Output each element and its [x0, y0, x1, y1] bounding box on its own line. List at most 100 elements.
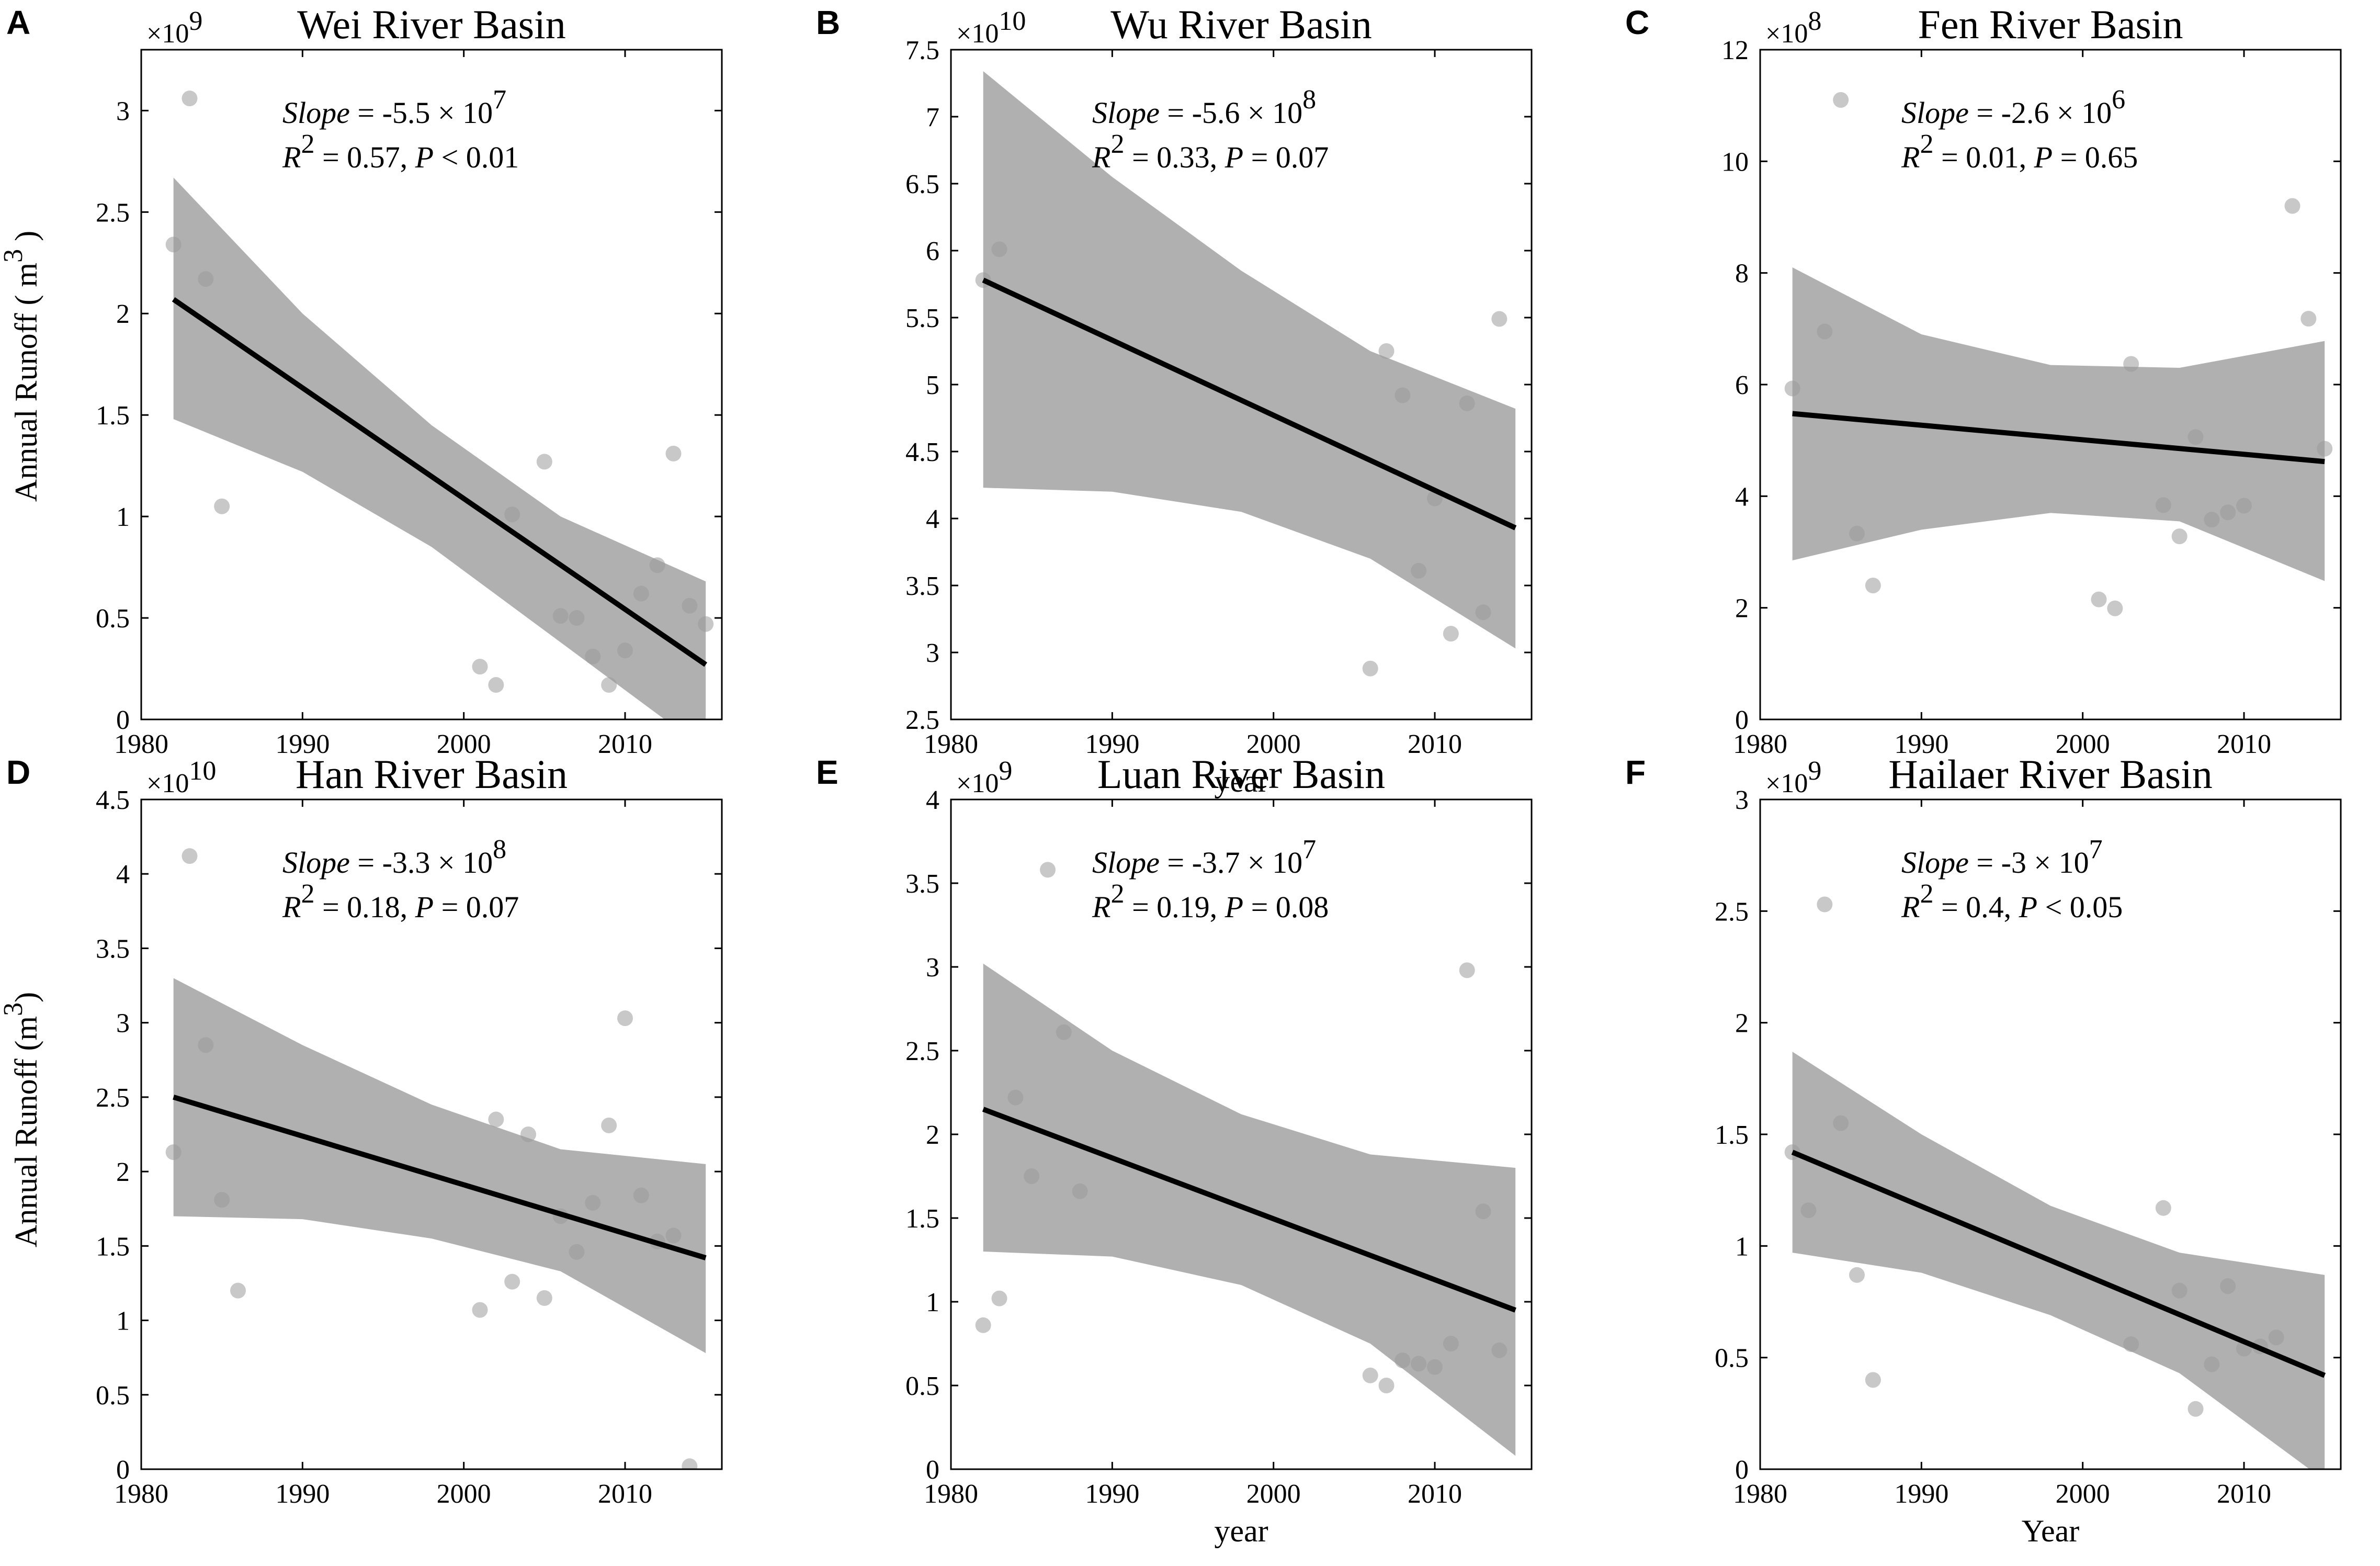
x-tick-label: 2010: [1408, 1479, 1462, 1509]
data-point: [230, 1282, 246, 1299]
data-point: [2317, 441, 2333, 457]
data-point: [585, 1195, 601, 1211]
y-tick-label: 6: [926, 236, 939, 266]
y-tick-label: 0: [1735, 705, 1749, 735]
data-point: [665, 1227, 682, 1244]
y-tick-label: 1: [926, 1288, 939, 1317]
data-point: [182, 91, 198, 107]
confidence-band: [1792, 1052, 2325, 1469]
data-point: [1443, 626, 1459, 642]
data-point: [488, 677, 504, 693]
y-tick-label: 0: [116, 1455, 130, 1485]
x-tick-label: 1990: [275, 729, 330, 759]
data-point: [698, 616, 714, 632]
x-tick-label: 2010: [2217, 729, 2271, 759]
regression-line: [1792, 411, 2325, 465]
panel-letter: C: [1625, 4, 1649, 41]
data-point: [472, 659, 488, 675]
data-point: [1475, 1203, 1491, 1220]
y-tick-label: 1: [116, 502, 130, 532]
data-point: [585, 648, 601, 664]
data-point: [569, 1244, 585, 1260]
panel-c-plot-area: [1784, 92, 2333, 616]
chart-title: Fen River Basin: [1918, 2, 2183, 47]
data-point: [617, 643, 633, 659]
data-point: [2204, 512, 2220, 528]
data-point: [991, 241, 1007, 257]
data-point: [2171, 1282, 2188, 1299]
y-tick-label: 1.5: [905, 1204, 939, 1234]
data-point: [165, 236, 182, 253]
y-tick-label: 2.5: [96, 1083, 130, 1113]
y-tick-label: 2.5: [96, 198, 130, 228]
data-point: [1427, 1359, 1443, 1375]
x-tick-label: 2000: [2056, 1479, 2110, 1509]
y-tick-label: 2: [116, 1157, 130, 1187]
x-tick-label: 2000: [1246, 1479, 1301, 1509]
data-point: [1784, 380, 1800, 397]
slope-annotation: Slope = -3.3 × 108: [282, 835, 506, 880]
data-point: [1024, 1168, 1040, 1184]
y-tick-label: 0.5: [905, 1371, 939, 1401]
slope-annotation: Slope = -3.7 × 107: [1092, 835, 1316, 880]
confidence-band: [173, 177, 706, 719]
x-tick-label: 1990: [1085, 729, 1139, 759]
y-tick-label: 3: [926, 953, 939, 983]
data-point: [991, 1290, 1007, 1306]
y-tick-label: 0: [926, 1455, 939, 1485]
x-tick-label: 1980: [114, 1479, 168, 1509]
r2-annotation: R2 = 0.18, P = 0.07: [282, 879, 519, 924]
panel-f-plot-area: [1784, 896, 2326, 1469]
panel-a: 0 0.5 1 1.5 2 2.5 3 1980 1990 2000 2010 ×109 Wei Riv…: [6, 2, 723, 759]
r2-annotation: R2 = 0.01, P = 0.65: [1901, 129, 2138, 174]
data-point: [1491, 1342, 1508, 1358]
slope-annotation: Slope = -3 × 107: [1901, 835, 2103, 880]
panel-b-plot-area: [975, 71, 1517, 677]
y-tick-label: 3: [1735, 785, 1749, 815]
panel-letter: D: [6, 753, 30, 791]
y-axis-label-bottom: Annual Runoff (m3): [0, 992, 43, 1247]
y-tick-label: 3: [116, 1009, 130, 1039]
r2-annotation: R2 = 0.57, P < 0.01: [282, 129, 519, 174]
data-point: [1362, 1367, 1378, 1383]
data-point: [1411, 1356, 1427, 1372]
y-tick-label: 7: [926, 103, 939, 132]
y-scale-multiplier: ×109: [1765, 756, 1821, 798]
x-tick-label: 1980: [924, 729, 978, 759]
chart-title: Luan River Basin: [1097, 751, 1385, 797]
x-tick-label: 1990: [275, 1479, 330, 1509]
x-tick-label: 1990: [1085, 1479, 1139, 1509]
data-point: [1865, 1372, 1881, 1388]
y-tick-label: 1.5: [96, 401, 130, 431]
data-point: [504, 506, 520, 523]
data-point: [1395, 1353, 1411, 1368]
data-point: [2155, 1200, 2171, 1216]
y-tick-label: 8: [1735, 259, 1749, 289]
data-point: [214, 498, 230, 514]
y-tick-label: 6: [1735, 370, 1749, 400]
data-point: [552, 608, 569, 624]
slope-annotation: Slope = -5.6 × 108: [1092, 85, 1316, 130]
y-tick-label: 2.5: [905, 705, 939, 735]
panel-d-plot-area: [165, 848, 707, 1469]
data-point: [1040, 862, 1056, 878]
data-point: [198, 1037, 214, 1053]
x-axis-label: year: [1214, 1514, 1268, 1548]
data-point: [2220, 1278, 2236, 1294]
regression-line: [172, 297, 707, 667]
x-tick-label: 1980: [924, 1479, 978, 1509]
slope-annotation: Slope = -5.5 × 107: [282, 85, 506, 130]
r2-annotation: R2 = 0.19, P = 0.08: [1092, 879, 1329, 924]
y-tick-label: 3.5: [905, 571, 939, 601]
data-point: [1817, 323, 1833, 340]
data-point: [2091, 591, 2107, 607]
data-point: [1443, 1336, 1459, 1351]
data-point: [975, 1317, 991, 1333]
chart-title: Wei River Basin: [297, 2, 566, 47]
data-point: [536, 454, 552, 470]
data-point: [2236, 498, 2252, 514]
x-tick-label: 1980: [1733, 729, 1787, 759]
data-point: [504, 1274, 520, 1290]
data-point: [472, 1302, 488, 1318]
